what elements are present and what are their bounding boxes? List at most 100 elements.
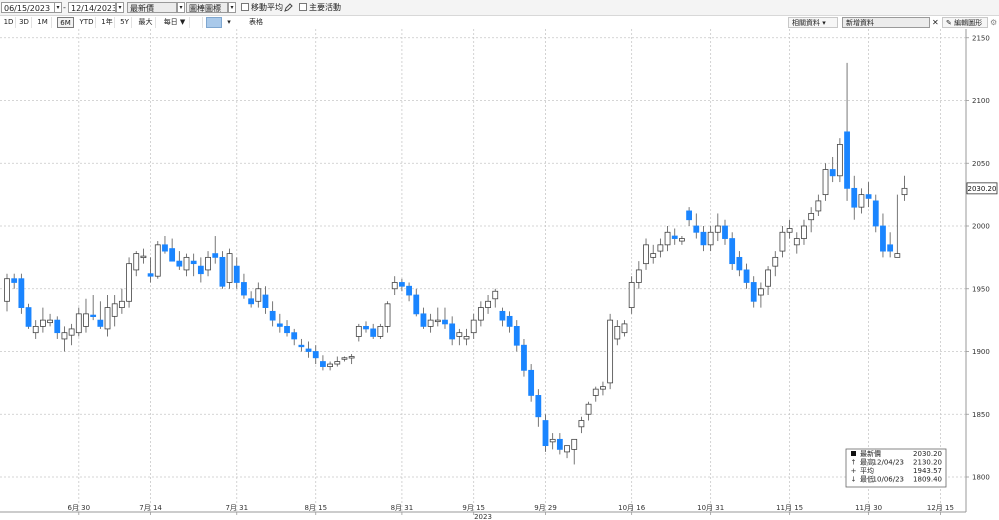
candle-body-up <box>355 325 362 337</box>
period-1m[interactable]: 1M <box>34 17 52 28</box>
candle <box>506 311 513 333</box>
candle-body-up <box>377 325 384 337</box>
legend-down-marker: ↓ <box>851 476 857 484</box>
candle-body-up <box>549 438 556 443</box>
candle <box>578 416 585 434</box>
period-1d[interactable]: 1D <box>2 17 16 28</box>
candle <box>262 286 269 314</box>
candle-body-up <box>592 388 599 396</box>
candle <box>420 307 427 329</box>
candle <box>628 276 635 314</box>
candle-body-down <box>743 269 750 283</box>
legend-plus-marker: + <box>851 467 857 475</box>
candle-body-up <box>714 225 721 233</box>
candle-body-down <box>190 260 197 265</box>
candle-body-up <box>255 288 262 302</box>
candle <box>657 238 664 258</box>
chart-style-dropdown[interactable]: ▾ <box>227 18 231 26</box>
period-ytd[interactable]: YTD <box>78 17 96 28</box>
candle-body-up <box>901 187 908 196</box>
candle <box>585 401 592 421</box>
candle-body-down <box>887 244 894 252</box>
candle-body-up <box>47 319 53 324</box>
candle <box>248 291 255 308</box>
clear-icon[interactable]: ✕ <box>932 18 939 27</box>
news-data-field[interactable]: 新增資料 <box>842 17 930 28</box>
candle <box>434 307 441 327</box>
candle-body-down <box>262 294 269 308</box>
price-field-dropdown[interactable]: ▾ <box>177 2 185 13</box>
period-3d[interactable]: 3D <box>17 17 32 28</box>
candle-body-down <box>398 282 405 287</box>
candle <box>391 276 398 296</box>
candle <box>233 257 240 289</box>
frequency-select[interactable]: 每日 ▼ <box>160 17 190 28</box>
chart-style-button[interactable] <box>206 17 222 28</box>
period-max[interactable]: 最大 <box>136 17 156 28</box>
candle-body-up <box>858 194 865 208</box>
y-tick-label: 1850 <box>972 411 990 419</box>
candle <box>865 182 872 208</box>
candle-body-down <box>736 256 743 271</box>
candle <box>743 263 750 289</box>
start-date-dropdown[interactable]: ▾ <box>54 2 62 13</box>
candle <box>406 282 412 302</box>
candle-body-up <box>205 256 211 271</box>
period-6m[interactable]: 6M <box>57 17 74 28</box>
start-date-input[interactable]: 06/15/2023 <box>1 2 55 13</box>
settings-icon[interactable]: ⚙ <box>990 18 998 27</box>
chart-type-select[interactable]: 圖棒圖標 <box>186 2 228 13</box>
candle <box>312 345 319 365</box>
candle-body-up <box>614 325 621 340</box>
x-tick-label: 11月 15 <box>776 504 803 512</box>
last-price-value: 2030.20 <box>968 185 997 193</box>
candle <box>765 266 771 296</box>
period-1y[interactable]: 1年 <box>100 17 115 28</box>
edit-icon: ✎ <box>946 19 952 27</box>
candle-body-down <box>851 187 858 208</box>
main-activity-label: 主要活動 <box>309 3 341 12</box>
chart-type-dropdown[interactable]: ▾ <box>228 2 236 13</box>
candle <box>815 194 822 216</box>
pencil-icon[interactable] <box>284 3 293 12</box>
candle <box>700 226 707 252</box>
candle <box>686 207 692 226</box>
candle-body-down <box>442 319 448 325</box>
moving-avg-label: 移動平均 <box>251 3 283 12</box>
candle-body-up <box>327 363 334 367</box>
candle-body-up <box>650 253 657 258</box>
candle-body-down <box>197 265 204 275</box>
candle-body-down <box>363 325 369 330</box>
candle-body-down <box>11 278 18 283</box>
candle <box>384 301 391 333</box>
main-activity-checkbox[interactable] <box>299 3 307 11</box>
end-date-input[interactable]: 12/14/2023 <box>68 2 116 13</box>
candle <box>25 303 32 329</box>
candle <box>707 226 714 252</box>
legend-label: 最新價 <box>860 449 881 458</box>
period-5y[interactable]: 5Y <box>118 17 132 28</box>
candle-body-down <box>499 310 506 321</box>
candle <box>772 251 779 277</box>
candle <box>671 228 678 245</box>
candle <box>341 356 348 362</box>
moving-avg-checkbox[interactable] <box>241 3 249 11</box>
candle <box>513 320 520 352</box>
candle <box>492 288 499 308</box>
candle-body-up <box>434 319 441 323</box>
candle <box>298 338 305 352</box>
edit-chart-button[interactable]: ✎ 編輯圖形 <box>942 17 988 28</box>
price-field-select[interactable]: 最新價 <box>127 2 177 13</box>
candle-body-down <box>535 395 542 418</box>
candle-body-up <box>822 169 829 196</box>
candle-body-up <box>664 231 671 246</box>
table-button[interactable]: 表格 <box>249 18 263 26</box>
candle <box>427 313 434 333</box>
candle-body-up <box>40 319 46 327</box>
candle-body-up <box>348 356 355 359</box>
candle <box>808 207 815 233</box>
candle-body-down <box>700 231 707 246</box>
end-date-dropdown[interactable]: ▾ <box>116 2 124 13</box>
candle-body-up <box>154 244 161 277</box>
related-data-button[interactable]: 相關資料 ▾ <box>788 17 838 28</box>
